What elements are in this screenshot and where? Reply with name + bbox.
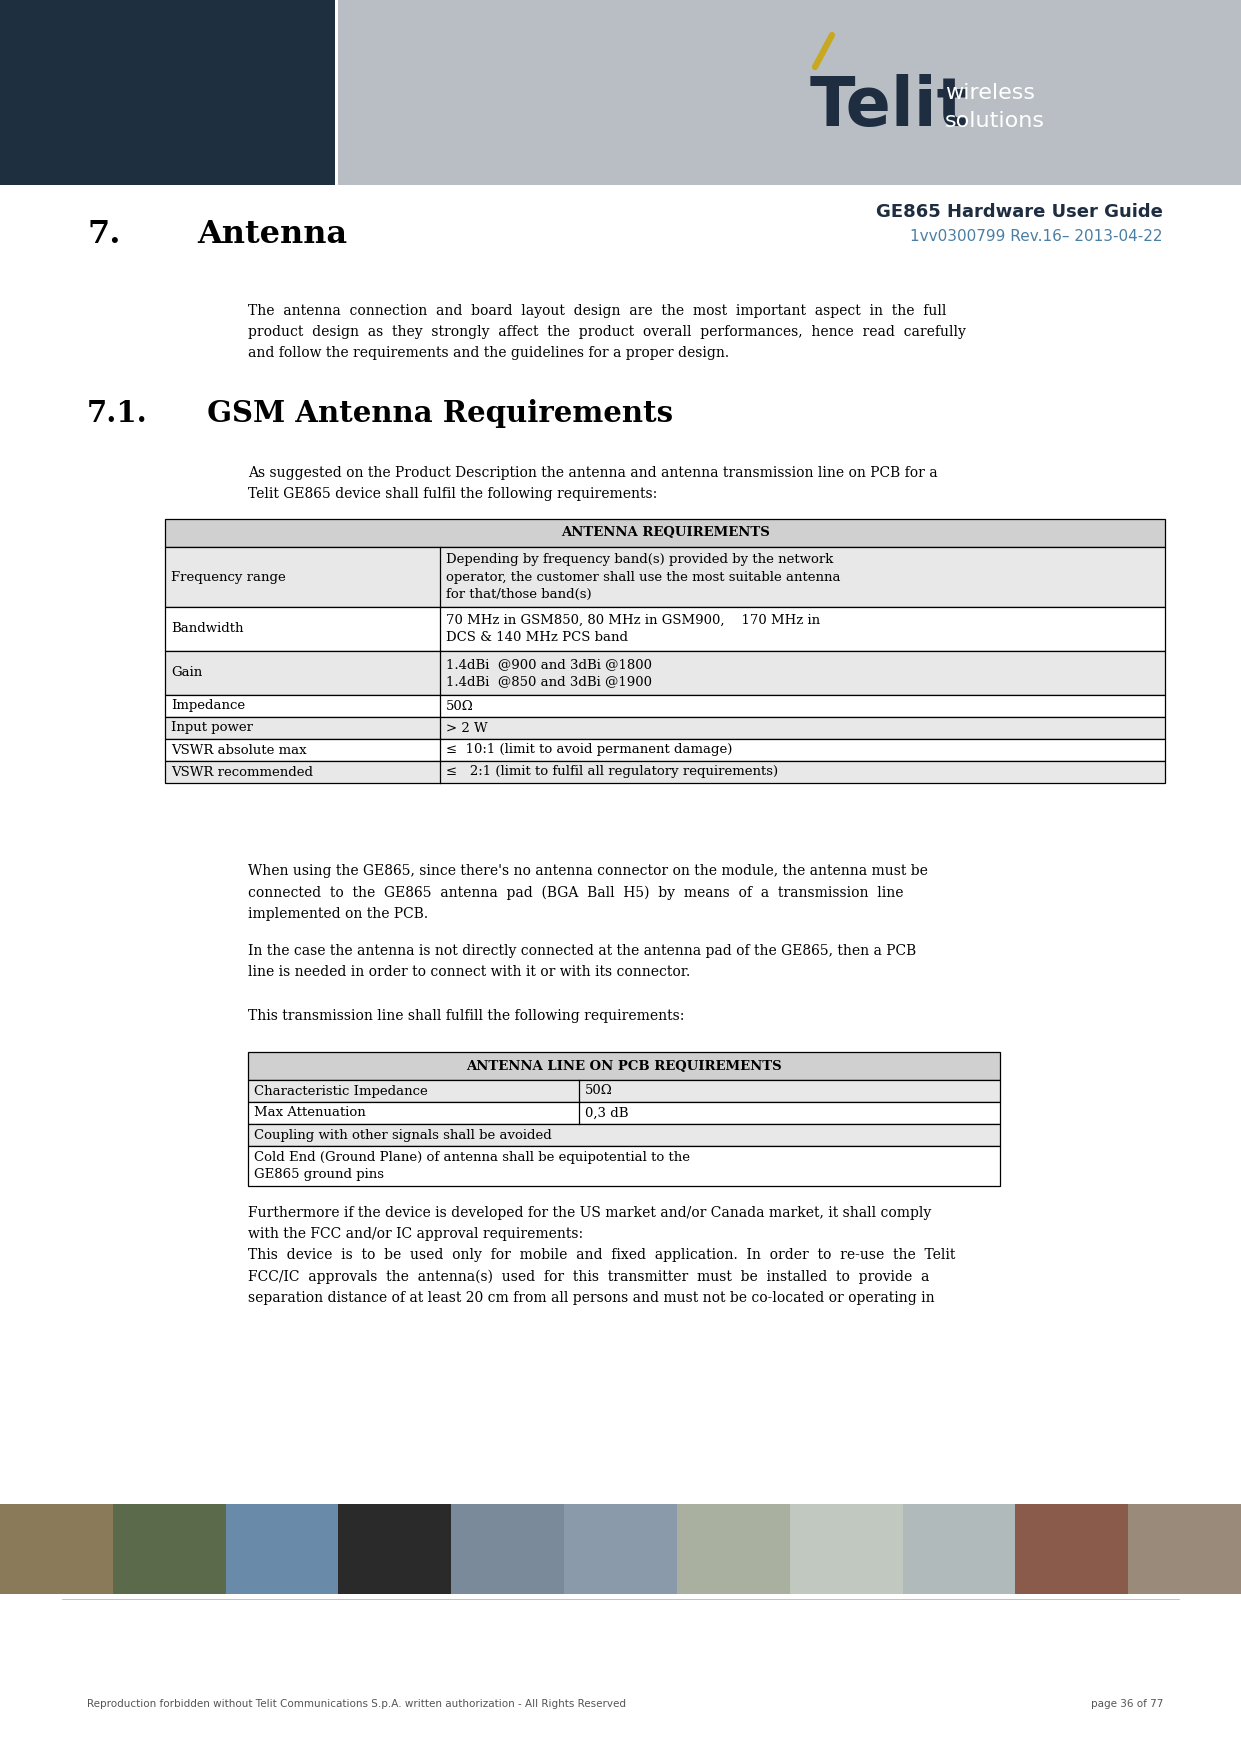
Text: When using the GE865, since there's no antenna connector on the module, the ante: When using the GE865, since there's no a… bbox=[248, 865, 928, 921]
Text: GE865 Hardware User Guide: GE865 Hardware User Guide bbox=[876, 203, 1163, 221]
Bar bbox=[165, 519, 1165, 547]
Bar bbox=[452, 1503, 565, 1594]
Bar bbox=[248, 1145, 1000, 1186]
Bar bbox=[248, 1080, 1000, 1102]
Text: As suggested on the Product Description the antenna and antenna transmission lin: As suggested on the Product Description … bbox=[248, 467, 938, 500]
Text: 0,3 dB: 0,3 dB bbox=[585, 1107, 628, 1119]
Text: Antenna: Antenna bbox=[197, 219, 347, 251]
Bar bbox=[339, 1503, 452, 1594]
Bar bbox=[165, 607, 1165, 651]
Bar bbox=[226, 1503, 339, 1594]
Text: In the case the antenna is not directly connected at the antenna pad of the GE86: In the case the antenna is not directly … bbox=[248, 944, 916, 979]
Text: Cold End (Ground Plane) of antenna shall be equipotential to the
GE865 ground pi: Cold End (Ground Plane) of antenna shall… bbox=[254, 1151, 690, 1180]
Text: Depending by frequency band(s) provided by the network
operator, the customer sh: Depending by frequency band(s) provided … bbox=[446, 554, 840, 600]
Text: wireless: wireless bbox=[944, 82, 1035, 103]
Bar bbox=[113, 1503, 226, 1594]
Text: ≤  10:1 (limit to avoid permanent damage): ≤ 10:1 (limit to avoid permanent damage) bbox=[446, 744, 732, 756]
Bar bbox=[1015, 1503, 1128, 1594]
Text: 1vv0300799 Rev.16– 2013-04-22: 1vv0300799 Rev.16– 2013-04-22 bbox=[911, 230, 1163, 244]
Text: page 36 of 77: page 36 of 77 bbox=[1091, 1700, 1163, 1708]
Bar bbox=[335, 0, 338, 184]
Bar bbox=[0, 0, 335, 184]
Bar bbox=[789, 1503, 902, 1594]
Bar bbox=[248, 1124, 1000, 1145]
Text: VSWR absolute max: VSWR absolute max bbox=[171, 744, 307, 756]
Bar bbox=[165, 761, 1165, 782]
Text: GSM Antenna Requirements: GSM Antenna Requirements bbox=[197, 398, 673, 428]
Text: Max Attenuation: Max Attenuation bbox=[254, 1107, 366, 1119]
Text: > 2 W: > 2 W bbox=[446, 721, 488, 735]
Bar bbox=[1128, 1503, 1241, 1594]
Text: VSWR recommended: VSWR recommended bbox=[171, 765, 313, 779]
Text: 50Ω: 50Ω bbox=[585, 1084, 613, 1098]
Text: Furthermore if the device is developed for the US market and/or Canada market, i: Furthermore if the device is developed f… bbox=[248, 1207, 956, 1305]
Text: Reproduction forbidden without Telit Communications S.p.A. written authorization: Reproduction forbidden without Telit Com… bbox=[87, 1700, 625, 1708]
Text: The  antenna  connection  and  board  layout  design  are  the  most  important : The antenna connection and board layout … bbox=[248, 303, 965, 360]
Text: ANTENNA REQUIREMENTS: ANTENNA REQUIREMENTS bbox=[561, 526, 769, 540]
Text: Input power: Input power bbox=[171, 721, 253, 735]
Bar bbox=[165, 547, 1165, 607]
Text: 1.4dBi  @900 and 3dBi @1800
1.4dBi  @850 and 3dBi @1900: 1.4dBi @900 and 3dBi @1800 1.4dBi @850 a… bbox=[446, 658, 652, 688]
Text: Impedance: Impedance bbox=[171, 700, 246, 712]
Bar bbox=[165, 738, 1165, 761]
Text: 7.: 7. bbox=[87, 219, 120, 251]
Bar bbox=[0, 1503, 113, 1594]
Bar bbox=[165, 717, 1165, 738]
Bar bbox=[335, 0, 1241, 184]
Text: 7.1.: 7.1. bbox=[87, 398, 148, 428]
Bar bbox=[248, 1052, 1000, 1080]
Text: Telit: Telit bbox=[810, 74, 969, 140]
Text: Bandwidth: Bandwidth bbox=[171, 623, 243, 635]
Text: ≤   2:1 (limit to fulfil all regulatory requirements): ≤ 2:1 (limit to fulfil all regulatory re… bbox=[446, 765, 778, 779]
Bar bbox=[565, 1503, 676, 1594]
Text: Frequency range: Frequency range bbox=[171, 570, 285, 584]
Text: Gain: Gain bbox=[171, 667, 202, 679]
Text: 70 MHz in GSM850, 80 MHz in GSM900,    170 MHz in
DCS & 140 MHz PCS band: 70 MHz in GSM850, 80 MHz in GSM900, 170 … bbox=[446, 614, 820, 644]
Bar bbox=[165, 695, 1165, 717]
Text: This transmission line shall fulfill the following requirements:: This transmission line shall fulfill the… bbox=[248, 1009, 684, 1023]
Bar bbox=[248, 1102, 1000, 1124]
Text: Coupling with other signals shall be avoided: Coupling with other signals shall be avo… bbox=[254, 1128, 552, 1142]
Text: solutions: solutions bbox=[944, 111, 1045, 132]
Text: ANTENNA LINE ON PCB REQUIREMENTS: ANTENNA LINE ON PCB REQUIREMENTS bbox=[467, 1059, 782, 1072]
Text: Characteristic Impedance: Characteristic Impedance bbox=[254, 1084, 428, 1098]
Bar bbox=[676, 1503, 789, 1594]
Bar bbox=[902, 1503, 1015, 1594]
Bar bbox=[165, 651, 1165, 695]
Text: 50Ω: 50Ω bbox=[446, 700, 474, 712]
